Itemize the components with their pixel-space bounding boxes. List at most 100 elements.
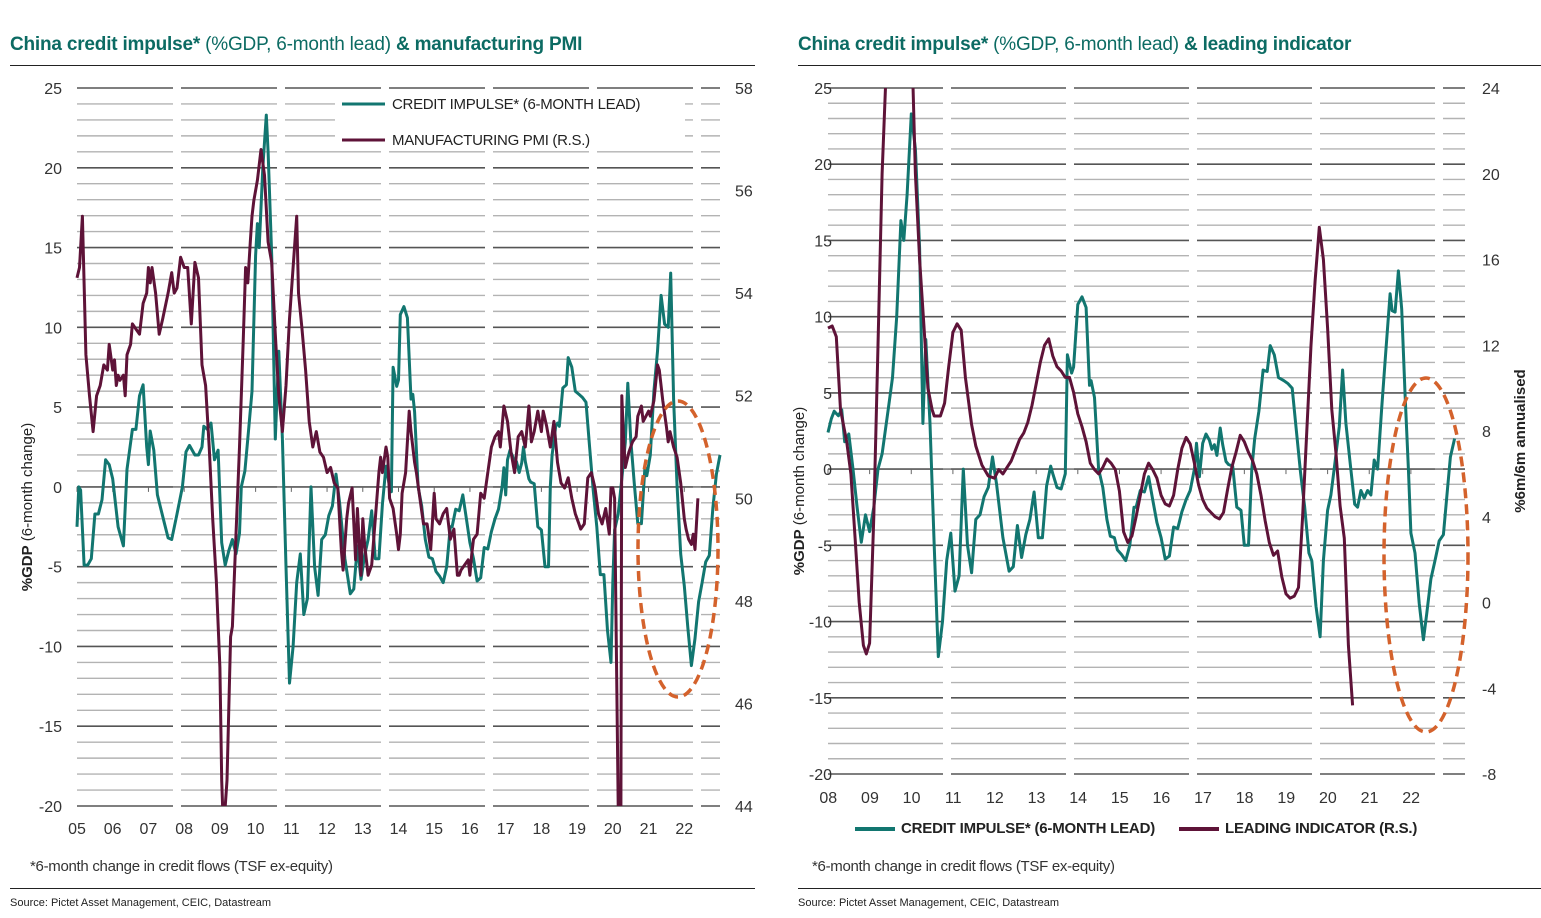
x-tick-label: 17	[1194, 790, 1212, 807]
title-divider	[798, 65, 1541, 66]
legend: CREDIT IMPULSE* (6-MONTH LEAD) MANUFACTUR…	[335, 90, 685, 150]
legend-swatch-credit	[855, 826, 895, 831]
chart-title: China credit impulse* (%GDP, 6-month lea…	[10, 34, 583, 55]
x-tick-label: 19	[1277, 790, 1295, 807]
y2-tick-label: 46	[735, 696, 753, 713]
y-tick-label: -10	[809, 615, 832, 632]
footnote: *6-month change in credit flows (TSF ex-…	[812, 858, 1115, 875]
x-tick-label: 11	[945, 790, 962, 807]
y2-tick-label: 4	[1482, 510, 1491, 527]
x-tick-label: 13	[1028, 790, 1046, 807]
y2-tick-label: 56	[735, 184, 753, 201]
y2-tick-label: 24	[1482, 81, 1500, 98]
x-tick-label: 12	[318, 821, 336, 838]
legend-item-leading: LEADING INDICATOR (R.S.)	[1179, 820, 1417, 837]
y-tick-label: -10	[39, 639, 62, 656]
x-tick-label: 09	[861, 790, 879, 807]
y-tick-label: -5	[48, 560, 62, 577]
y-tick-label: 25	[814, 81, 832, 98]
series-group	[75, 113, 722, 806]
legend-item-credit: CREDIT IMPULSE* (6-MONTH LEAD)	[855, 820, 1155, 837]
x-tick-label: 18	[1236, 790, 1254, 807]
x-tick-label: 17	[497, 821, 515, 838]
x-tick-label: 10	[903, 790, 921, 807]
y-tick-label: 0	[53, 480, 62, 497]
x-tick-label: 20	[604, 821, 622, 838]
y2-tick-label: 12	[1482, 338, 1500, 355]
y-axis-title: %GDP (6-month change)	[19, 423, 36, 591]
y-tick-label: -15	[809, 691, 832, 708]
series-line-manufacturing-pmi	[75, 148, 700, 806]
y2-tick-label: 54	[735, 286, 753, 303]
gridlines	[76, 87, 720, 807]
legend-swatch-leading	[1179, 826, 1219, 831]
highlight-ellipse	[636, 399, 720, 699]
y-tick-label: -5	[818, 538, 832, 555]
y-tick-label: 15	[44, 241, 62, 258]
y2-tick-label: 48	[735, 594, 753, 611]
y-tick-label: 10	[814, 310, 832, 327]
x-tick-label: 22	[675, 821, 693, 838]
series-line-leading-indicator	[827, 88, 1355, 706]
y2-tick-label: 52	[735, 389, 753, 406]
x-tick-label: 18	[532, 821, 550, 838]
x-tick-label: 21	[1361, 790, 1379, 807]
y2-tick-label: 20	[1482, 167, 1500, 184]
y2-tick-label: -8	[1482, 767, 1496, 784]
y2-tick-label: 50	[735, 491, 753, 508]
y-tick-label: 15	[814, 233, 832, 250]
source-note: Source: Pictet Asset Management, CEIC, D…	[798, 897, 1060, 909]
y-tick-label: 20	[814, 157, 832, 174]
series-line-credit-impulse	[75, 113, 722, 685]
x-tick-label: 19	[568, 821, 586, 838]
x-tick-label: 15	[1111, 790, 1129, 807]
y2-tick-label: 16	[1482, 253, 1500, 270]
legend-label-leading: LEADING INDICATOR (R.S.)	[1225, 820, 1418, 837]
x-tick-label: 07	[140, 821, 158, 838]
y2-tick-label: 44	[735, 799, 753, 816]
y-tick-label: 0	[823, 462, 832, 479]
x-tick-label: 14	[1069, 790, 1087, 807]
y2-tick-label: 0	[1482, 596, 1491, 613]
chart-title: China credit impulse* (%GDP, 6-month lea…	[798, 34, 1352, 55]
x-tick-label: 16	[1152, 790, 1170, 807]
x-tick-label: 11	[283, 821, 300, 838]
y-tick-label: 10	[44, 320, 62, 337]
y-axis-title: %GDP (6-month change)	[791, 407, 808, 575]
legend: CREDIT IMPULSE* (6-MONTH LEAD) LEADING I…	[855, 820, 1441, 837]
highlight-ellipse	[1382, 376, 1470, 734]
y-tick-label: 5	[823, 386, 832, 403]
y-tick-label: 5	[53, 400, 62, 417]
y2-axis-title: %6m/6m annualised	[1512, 369, 1529, 512]
panel-pmi-chart: China credit impulse* (%GDP, 6-month lea…	[0, 0, 770, 918]
y-tick-label: 25	[44, 81, 62, 98]
footer-divider	[798, 888, 1541, 889]
y-tick-label: -20	[39, 799, 62, 816]
legend-label-credit: CREDIT IMPULSE* (6-MONTH LEAD)	[392, 96, 641, 113]
x-tick-label: 06	[104, 821, 122, 838]
y-tick-label: -20	[809, 767, 832, 784]
x-tick-label: 22	[1402, 790, 1420, 807]
y-tick-label: -15	[39, 719, 62, 736]
x-tick-label: 10	[247, 821, 265, 838]
series-group	[826, 88, 1457, 706]
x-tick-label: 08	[175, 821, 193, 838]
x-tick-label: 20	[1319, 790, 1337, 807]
chart-leading-svg: 25 20 15 10 5 0 -5 -10 -15 -20 24 20 16 12 8 4 0 -4 -8 08 09…	[791, 81, 1529, 807]
y2-tick-label: 8	[1482, 424, 1491, 441]
panel-leading-indicator-chart: China credit impulse* (%GDP, 6-month lea…	[770, 0, 1541, 918]
x-tick-label: 14	[390, 821, 408, 838]
x-tick-label: 21	[640, 821, 658, 838]
y2-tick-label: -4	[1482, 681, 1496, 698]
y2-tick-label: 58	[735, 81, 753, 98]
gridlines	[827, 87, 1465, 775]
series-line-credit-impulse	[826, 112, 1457, 659]
source-note: Source: Pictet Asset Management, CEIC, D…	[10, 897, 272, 909]
x-tick-label: 13	[354, 821, 372, 838]
x-tick-label: 05	[68, 821, 86, 838]
x-tick-label: 16	[461, 821, 479, 838]
legend-label-pmi: MANUFACTURING PMI (R.S.)	[392, 132, 590, 149]
footnote: *6-month change in credit flows (TSF ex-…	[30, 858, 333, 875]
x-tick-label: 15	[425, 821, 443, 838]
